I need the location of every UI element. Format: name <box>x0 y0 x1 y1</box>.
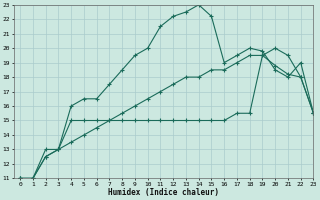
X-axis label: Humidex (Indice chaleur): Humidex (Indice chaleur) <box>108 188 219 197</box>
